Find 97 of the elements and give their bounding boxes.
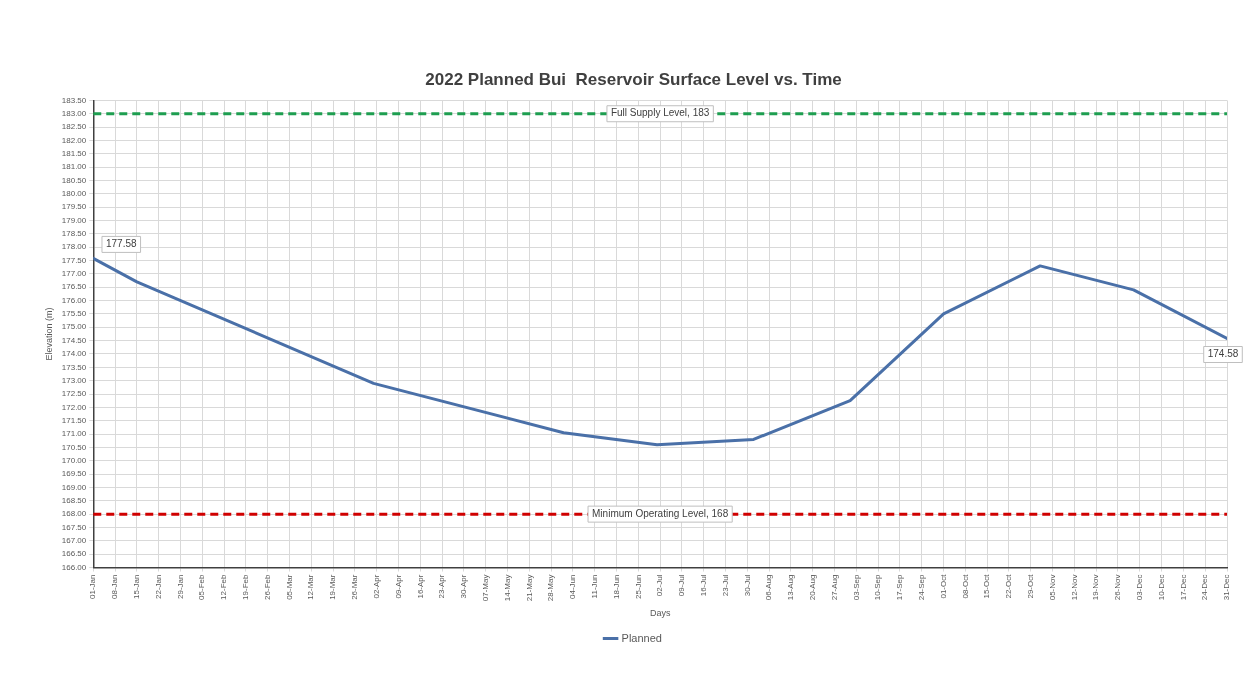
y-tick-label: 166.50 xyxy=(61,549,87,559)
x-tick-label: 01-Jan xyxy=(88,574,98,599)
y-tick-label: 177.00 xyxy=(61,269,87,279)
y-tick-label: 179.50 xyxy=(61,202,87,212)
x-tick-label: 30-Apr xyxy=(459,574,469,599)
y-tick-label: 182.50 xyxy=(61,122,87,132)
x-axis-title: Days xyxy=(649,608,671,619)
x-tick-label: 04-Jun xyxy=(568,574,578,599)
x-tick-label: 29-Oct xyxy=(1025,573,1035,599)
y-tick-label: 176.50 xyxy=(61,282,87,292)
y-tick-label: 181.50 xyxy=(61,148,87,158)
y-tick-label: 171.50 xyxy=(61,415,87,425)
y-tick-label: 173.50 xyxy=(61,362,87,372)
x-tick-label: 23-Apr xyxy=(437,574,447,599)
x-tick-label: 06-Aug xyxy=(764,574,774,601)
x-tick-label: 29-Jan xyxy=(175,574,185,599)
x-tick-label: 19-Feb xyxy=(241,573,251,600)
x-tick-label: 28-May xyxy=(546,574,556,602)
x-tick-label: 19-Mar xyxy=(328,574,338,600)
x-tick-label: 20-Aug xyxy=(807,574,817,601)
y-tick-label: 167.00 xyxy=(61,536,87,546)
x-tick-label: 03-Sep xyxy=(851,573,861,601)
y-tick-label: 174.00 xyxy=(61,349,87,359)
y-tick-label: 168.00 xyxy=(61,509,87,519)
x-tick-label: 19-Nov xyxy=(1091,574,1101,601)
x-tick-label: 22-Oct xyxy=(1004,573,1014,599)
ref-line-label: Minimum Operating Level, 168 xyxy=(592,507,729,519)
x-tick-label: 12-Mar xyxy=(306,574,316,600)
x-tick-label: 09-Jul xyxy=(677,574,687,597)
x-tick-label: 23-Jul xyxy=(720,574,730,597)
ref-line-label: Full Supply Level, 183 xyxy=(610,107,710,119)
x-tick-label: 15-Oct xyxy=(982,573,992,599)
y-tick-label: 176.00 xyxy=(61,295,87,305)
x-tick-label: 17-Dec xyxy=(1178,574,1188,601)
y-tick-label: 170.00 xyxy=(61,455,87,465)
x-tick-label: 27-Aug xyxy=(829,574,839,601)
x-tick-label: 17-Sep xyxy=(895,573,905,601)
x-tick-label: 30-Jul xyxy=(742,574,752,597)
x-tick-label: 10-Sep xyxy=(873,573,883,601)
chart-title: 2022 Planned Bui Reservoir Surface Level vs. Time xyxy=(425,69,842,89)
y-tick-label: 175.00 xyxy=(61,322,87,332)
y-tick-label: 173.00 xyxy=(61,375,87,385)
x-tick-label: 08-Oct xyxy=(960,573,970,599)
x-tick-label: 26-Nov xyxy=(1113,574,1123,601)
x-tick-label: 11-Jun xyxy=(589,574,599,599)
legend-label: Planned xyxy=(621,631,662,644)
x-tick-label: 08-Jan xyxy=(110,574,120,599)
x-tick-label: 05-Feb xyxy=(197,573,207,600)
x-tick-label: 07-May xyxy=(480,574,490,602)
x-tick-label: 10-Dec xyxy=(1156,574,1166,601)
x-tick-label: 14-May xyxy=(502,574,512,602)
x-tick-label: 02-Jul xyxy=(655,574,665,597)
x-tick-label: 26-Feb xyxy=(262,573,272,600)
y-tick-label: 178.50 xyxy=(61,229,87,239)
x-tick-label: 24-Dec xyxy=(1200,574,1210,601)
y-tick-label: 168.50 xyxy=(61,496,87,505)
y-tick-label: 174.50 xyxy=(61,335,87,345)
x-tick-label: 13-Aug xyxy=(786,574,796,601)
y-tick-label: 178.00 xyxy=(61,242,87,252)
y-tick-label: 170.50 xyxy=(61,442,87,452)
y-tick-label: 181.00 xyxy=(61,162,87,172)
y-tick-label: 183.50 xyxy=(61,95,87,105)
y-tick-label: 167.50 xyxy=(61,522,87,532)
y-tick-label: 183.00 xyxy=(61,108,87,118)
x-tick-label: 25-Jun xyxy=(633,574,643,599)
y-tick-label: 179.00 xyxy=(61,215,87,225)
data-label: 174.58 xyxy=(1207,348,1239,360)
x-tick-label: 16-Jul xyxy=(698,574,708,597)
x-tick-label: 16-Apr xyxy=(415,574,425,599)
y-tick-label: 169.50 xyxy=(61,469,87,479)
x-tick-label: 15-Jan xyxy=(132,574,142,599)
x-tick-label: 12-Nov xyxy=(1069,574,1079,601)
y-tick-label: 182.00 xyxy=(61,135,87,145)
y-tick-label: 172.00 xyxy=(61,402,87,412)
x-tick-label: 26-Mar xyxy=(350,574,360,600)
y-tick-label: 177.50 xyxy=(61,255,87,265)
data-label: 177.58 xyxy=(105,238,137,250)
y-tick-label: 180.00 xyxy=(61,189,87,199)
x-tick-label: 09-Apr xyxy=(393,574,403,599)
y-tick-label: 169.00 xyxy=(61,482,87,492)
x-tick-label: 24-Sep xyxy=(916,573,926,601)
y-axis-title: Elevation (m) xyxy=(43,307,54,361)
x-tick-label: 05-Nov xyxy=(1047,574,1057,601)
x-tick-label: 03-Dec xyxy=(1134,574,1144,601)
x-tick-label: 31-Dec xyxy=(1222,574,1232,601)
y-tick-label: 175.50 xyxy=(61,309,87,319)
y-tick-label: 166.00 xyxy=(61,562,87,572)
x-tick-label: 01-Oct xyxy=(938,573,948,599)
x-tick-label: 22-Jan xyxy=(153,574,163,599)
y-tick-label: 172.50 xyxy=(61,389,87,399)
x-tick-label: 02-Apr xyxy=(371,574,381,599)
x-tick-label: 21-May xyxy=(524,574,534,602)
x-tick-label: 18-Jun xyxy=(611,574,621,599)
y-tick-label: 171.00 xyxy=(61,429,87,439)
x-tick-label: 05-Mar xyxy=(284,574,294,600)
x-tick-label: 12-Feb xyxy=(219,573,229,600)
y-tick-label: 180.50 xyxy=(61,175,87,185)
